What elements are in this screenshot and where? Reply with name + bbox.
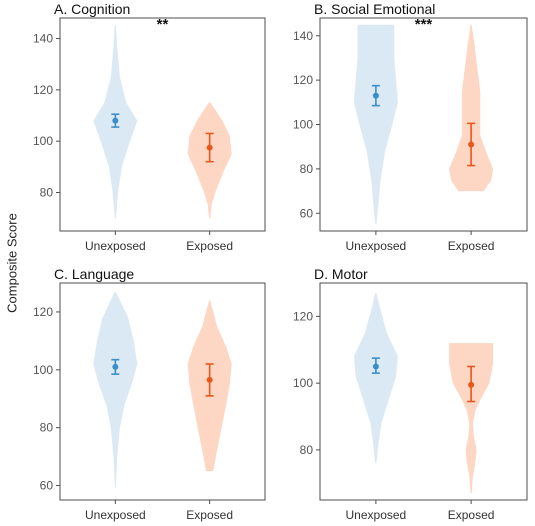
x-tick-label: Unexposed	[346, 508, 407, 522]
panel-title: B. Social Emotional	[314, 1, 435, 17]
mean-point	[206, 376, 213, 383]
panel-2: C. Language Unexposed Exposed 60 80 100 120	[33, 266, 266, 522]
x-tick-label: Exposed	[186, 239, 233, 253]
y-tick-label: 100	[33, 363, 53, 377]
y-tick-label: 80	[300, 162, 314, 176]
y-tick-label: 80	[40, 421, 54, 435]
y-tick-label: 120	[33, 83, 53, 97]
x-tick-label: Exposed	[186, 508, 233, 522]
y-tick-label: 100	[293, 118, 313, 132]
y-axis-label-wrap: Composite Score	[0, 0, 24, 526]
panel-title: A. Cognition	[54, 1, 130, 17]
violin-exposed	[449, 24, 494, 192]
panel-0: A. Cognition Unexposed Exposed 80 100 120 140 *…	[33, 1, 266, 253]
x-tick-label: Unexposed	[346, 239, 407, 253]
mean-point	[112, 363, 119, 370]
y-tick-label: 120	[33, 305, 53, 319]
violin-unexposed	[353, 24, 398, 225]
violin-exposed	[449, 343, 494, 494]
y-tick-label: 60	[40, 479, 54, 493]
mean-point	[372, 92, 379, 99]
y-tick-label: 120	[293, 309, 313, 323]
panel-title: C. Language	[54, 266, 134, 282]
y-tick-label: 60	[300, 206, 314, 220]
panel-frame	[59, 282, 266, 501]
y-tick-label: 100	[33, 134, 53, 148]
x-tick-label: Exposed	[448, 239, 495, 253]
mean-point	[112, 117, 119, 124]
violin-unexposed	[93, 291, 138, 489]
y-tick-label: 140	[33, 32, 53, 46]
mean-point	[468, 141, 475, 148]
y-tick-label: 80	[40, 186, 54, 200]
x-tick-label: Unexposed	[85, 508, 146, 522]
x-tick-label: Exposed	[448, 508, 495, 522]
significance-marker: **	[157, 16, 169, 33]
mean-point	[468, 381, 475, 388]
panel-1: B. Social Emotional Unexposed Exposed 60 80 1…	[293, 1, 528, 253]
y-tick-label: 80	[300, 443, 314, 457]
y-tick-label: 100	[293, 376, 313, 390]
panel-frame	[59, 17, 266, 232]
y-tick-label: 120	[293, 73, 313, 87]
panel-3: D. Motor Unexposed Exposed 80 100 120	[293, 266, 528, 522]
mean-point	[372, 363, 379, 370]
mean-point	[206, 144, 213, 151]
significance-marker: ***	[415, 16, 433, 33]
panel-frame	[319, 17, 528, 232]
violin-unexposed	[353, 293, 398, 464]
panel-frame	[319, 282, 528, 501]
x-tick-label: Unexposed	[85, 239, 146, 253]
panel-title: D. Motor	[314, 266, 368, 282]
y-axis-label: Composite Score	[4, 213, 20, 313]
y-tick-label: 140	[293, 29, 313, 43]
